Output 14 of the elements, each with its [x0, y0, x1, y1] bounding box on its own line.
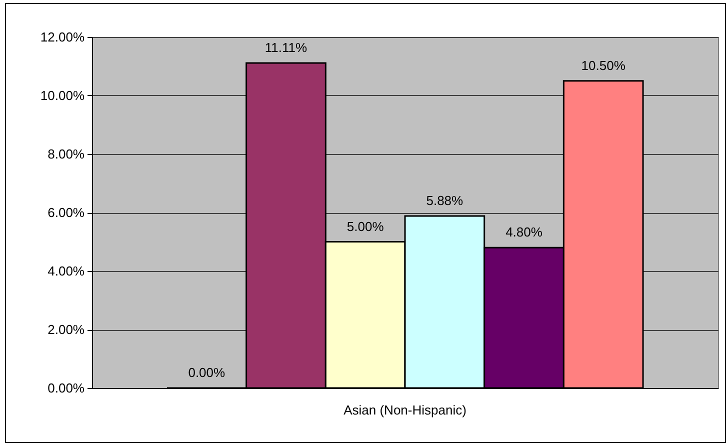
- y-tick-label: 8.00%: [48, 146, 85, 162]
- data-label: 5.88%: [426, 193, 464, 208]
- y-tick-label: 10.00%: [40, 88, 85, 103]
- data-label: 11.11%: [264, 40, 308, 56]
- x-tick-label: Asian (Non-Hispanic): [344, 402, 466, 418]
- data-label: 10.50%: [581, 58, 626, 73]
- y-tick-label: 2.00%: [48, 322, 85, 337]
- data-label: 4.80%: [506, 224, 543, 240]
- y-tick-label: 6.00%: [48, 205, 85, 220]
- y-tick-label: 0.00%: [48, 380, 85, 396]
- data-label: 0.00%: [188, 365, 226, 380]
- y-tick-label: 4.00%: [48, 264, 85, 278]
- data-label: 5.00%: [346, 218, 384, 234]
- y-tick-label: 12.00%: [40, 30, 85, 44]
